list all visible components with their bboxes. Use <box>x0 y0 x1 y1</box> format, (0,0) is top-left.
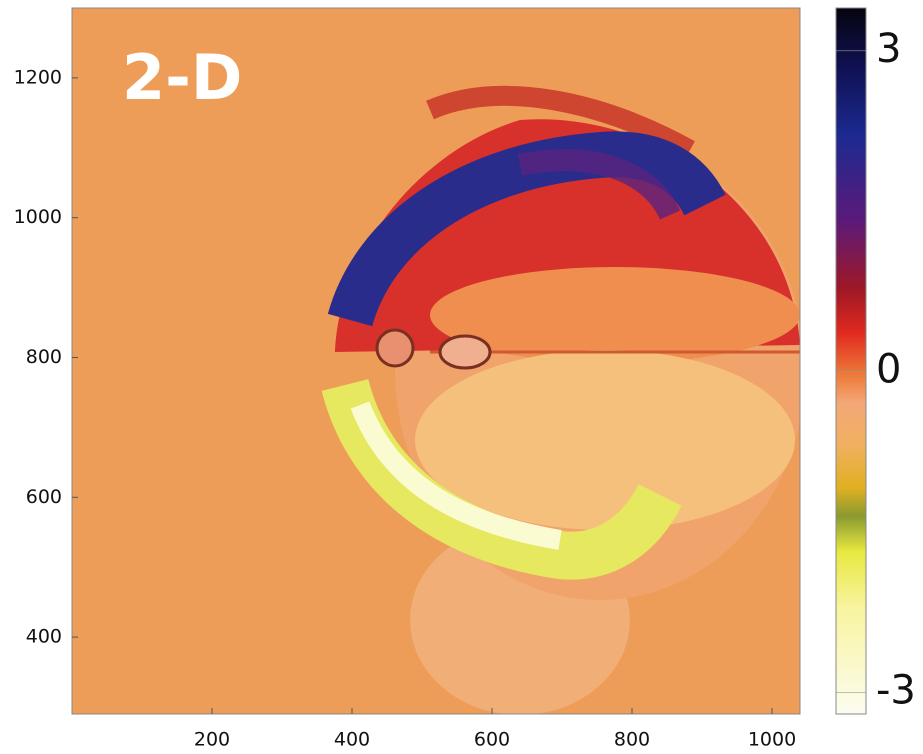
y-tick-label: 400 <box>26 626 62 648</box>
colorbar <box>835 7 867 715</box>
x-tick-label: 800 <box>614 729 650 751</box>
x-tick-label: 400 <box>334 729 370 751</box>
colorbar-tick-label: 3 <box>876 26 901 72</box>
image <box>72 8 800 714</box>
y-tick-label: 800 <box>26 346 62 368</box>
chart-title: 2-D <box>122 41 242 114</box>
x-tick-label: 1000 <box>748 729 796 751</box>
y-tick-label: 1200 <box>14 66 62 88</box>
y-tick-label: 1000 <box>14 206 62 228</box>
x-tick-label: 600 <box>474 729 510 751</box>
x-tick-label: 200 <box>194 729 230 751</box>
colorbar-tick-label: 0 <box>876 347 901 393</box>
colorbar-tick-label: -3 <box>876 668 916 714</box>
y-tick-label: 600 <box>26 486 62 508</box>
plot-frame <box>71 7 801 715</box>
